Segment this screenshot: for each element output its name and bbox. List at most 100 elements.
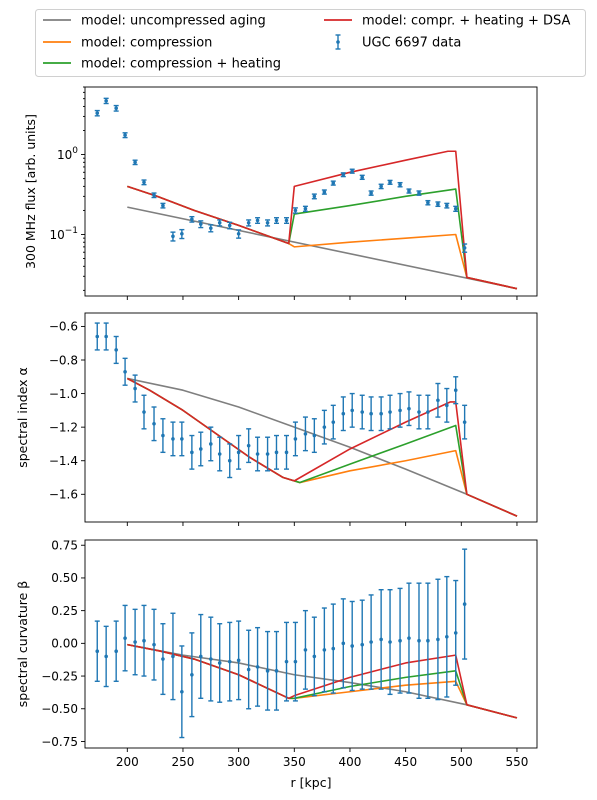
data-point xyxy=(453,579,459,686)
data-marker xyxy=(114,106,118,111)
data-marker xyxy=(161,657,165,661)
data-point xyxy=(368,190,374,196)
x-tick-label: 400 xyxy=(339,755,362,769)
data-marker xyxy=(379,637,383,642)
data-marker xyxy=(398,638,402,643)
legend-item: UGC 6697 data xyxy=(335,34,461,51)
data-marker xyxy=(407,636,411,640)
data-marker xyxy=(322,190,327,194)
data-point xyxy=(198,220,204,229)
data-point xyxy=(132,374,138,403)
data-point xyxy=(330,603,336,694)
flux-panel: 10−1 100 300 MHz flux [arb. units] xyxy=(23,86,538,300)
data-point xyxy=(435,201,441,208)
data-point xyxy=(397,181,403,188)
data-marker xyxy=(133,640,137,644)
data-point xyxy=(368,594,374,690)
data-marker xyxy=(161,203,165,208)
data-marker xyxy=(462,420,467,424)
x-tick-label: 250 xyxy=(172,755,195,769)
data-marker xyxy=(312,433,317,438)
y-tick-label: −1.2 xyxy=(49,420,78,434)
data-point xyxy=(330,180,336,186)
data-point xyxy=(444,575,450,698)
data-point xyxy=(189,215,195,223)
data-marker xyxy=(246,221,251,225)
legend-label: UGC 6697 data xyxy=(362,36,461,51)
data-marker xyxy=(445,203,449,208)
data-point xyxy=(292,207,298,214)
data-point xyxy=(462,243,468,253)
data-point xyxy=(378,589,384,690)
data-point xyxy=(236,229,242,239)
data-point xyxy=(170,421,176,457)
x-tick-label: 300 xyxy=(227,755,250,769)
data-marker xyxy=(227,223,232,228)
data-point xyxy=(302,609,308,690)
data-marker xyxy=(265,452,270,456)
data-point xyxy=(349,392,355,428)
data-marker xyxy=(246,667,251,672)
data-marker xyxy=(388,640,392,644)
data-point xyxy=(141,604,147,677)
data-point xyxy=(330,404,336,440)
data-marker xyxy=(171,234,175,239)
data-marker xyxy=(350,169,354,173)
data-marker xyxy=(369,411,373,416)
data-point xyxy=(132,608,138,676)
data-marker xyxy=(217,221,222,225)
data-point xyxy=(265,630,271,711)
y-axis-title: spectral curvature β xyxy=(15,581,30,707)
legend-item: model: compression + heating xyxy=(43,57,281,72)
data-point xyxy=(387,589,393,696)
data-marker xyxy=(217,452,222,456)
data-point xyxy=(368,396,374,432)
data-point xyxy=(227,221,233,230)
data-point xyxy=(311,418,317,454)
data-marker xyxy=(104,334,108,339)
axes-frame xyxy=(84,312,538,523)
data-marker xyxy=(407,406,411,411)
spectral-curvature-panel: 0.75 0.50 0.25 0.00 −0.25 −0.50 −0.75 200 250 300… xyxy=(15,539,538,790)
data-point xyxy=(444,387,450,423)
data-point xyxy=(255,626,261,707)
data-point xyxy=(311,616,317,697)
data-marker xyxy=(123,133,127,137)
data-point xyxy=(94,109,100,117)
data-marker xyxy=(453,631,458,635)
data-marker xyxy=(209,442,213,446)
x-tick-label: 350 xyxy=(283,755,306,769)
data-marker xyxy=(322,425,327,429)
data-point xyxy=(444,202,450,209)
data-marker xyxy=(114,348,118,352)
data-marker xyxy=(227,659,232,664)
data-point xyxy=(217,436,223,472)
data-marker xyxy=(388,410,392,414)
y-tick-label: −0.50 xyxy=(41,702,78,716)
data-marker xyxy=(142,638,146,643)
data-marker xyxy=(198,654,203,659)
data-marker xyxy=(180,689,184,694)
data-point xyxy=(406,582,412,694)
data-marker xyxy=(417,410,421,414)
data-marker xyxy=(303,648,308,652)
data-marker xyxy=(398,408,402,413)
data-marker xyxy=(360,175,365,180)
data-point xyxy=(321,189,327,195)
data-marker xyxy=(284,659,289,664)
data-point xyxy=(170,231,176,242)
data-point xyxy=(284,217,290,225)
data-marker xyxy=(265,669,270,673)
y-tick-label: 100 xyxy=(57,146,78,162)
axes-frame xyxy=(84,86,538,297)
data-marker xyxy=(171,654,175,659)
data-marker xyxy=(180,231,184,236)
y-tick-label: 0.75 xyxy=(51,539,78,553)
data-point xyxy=(246,629,252,710)
x-tick-label: 200 xyxy=(116,755,139,769)
x-tick-label: 550 xyxy=(506,755,529,769)
data-point xyxy=(141,179,147,186)
data-point xyxy=(179,228,185,240)
data-point xyxy=(284,621,290,702)
